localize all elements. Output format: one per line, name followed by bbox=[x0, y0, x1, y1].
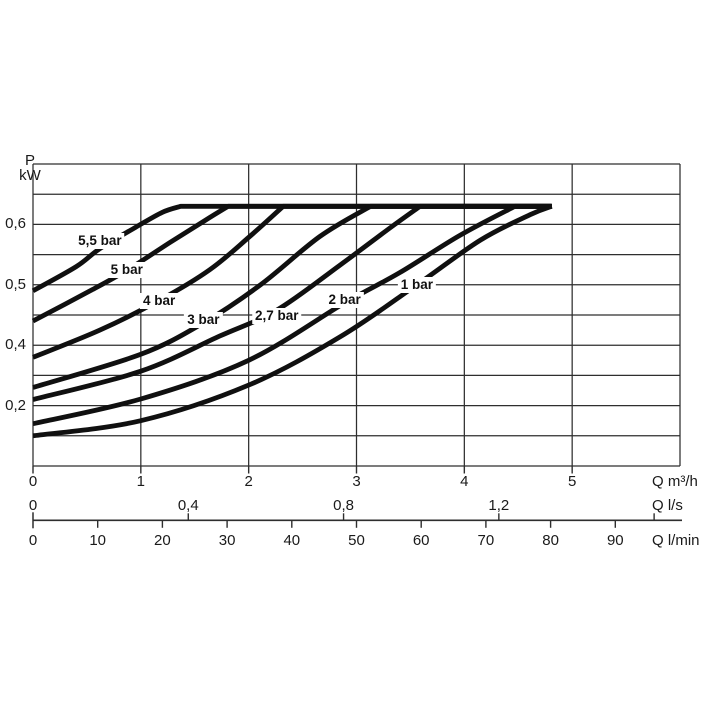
curve-2-bar bbox=[32, 203, 552, 427]
curve-4-bar bbox=[32, 203, 552, 360]
curve-1-bar bbox=[32, 204, 553, 439]
y-axis-unit: kW bbox=[19, 167, 41, 184]
y-axis-quantity: P bbox=[24, 152, 35, 169]
curve-3-bar bbox=[32, 203, 552, 390]
x-axis-unit-ls: Q l/s bbox=[652, 497, 683, 514]
x-axis-unit-m3h: Q m³/h bbox=[652, 473, 698, 490]
x-axis-unit-lmin: Q l/min bbox=[652, 532, 700, 549]
y-axis-title: P kW bbox=[10, 153, 50, 183]
curve-2-7-bar bbox=[32, 203, 552, 402]
curve-5-bar bbox=[31, 203, 552, 324]
